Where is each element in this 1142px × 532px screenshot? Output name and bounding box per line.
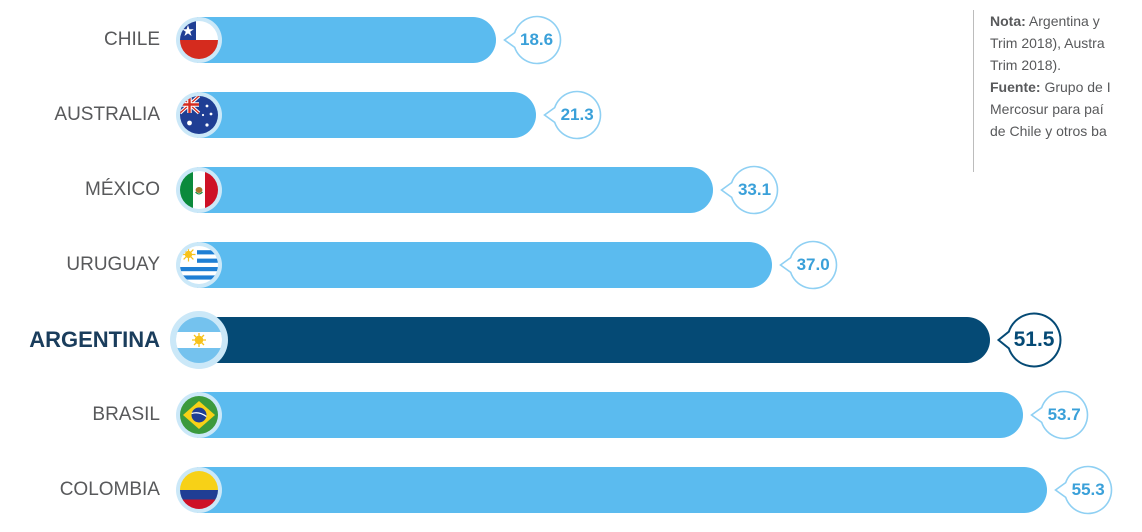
value-bubble: 33.1 bbox=[720, 165, 779, 215]
category-label: MÉXICO bbox=[85, 179, 160, 200]
argentina-flag-icon bbox=[170, 311, 228, 369]
nota-text-line-1: Argentina y bbox=[1028, 13, 1100, 29]
fuente-text-line-3: de Chile y otros ba bbox=[990, 123, 1107, 139]
value-bubble: 51.5 bbox=[996, 312, 1062, 368]
bar-row: COLOMBIA 55.3 bbox=[0, 465, 1142, 515]
bar-row: BRASIL 53.7 bbox=[0, 390, 1142, 440]
value-label: 51.5 bbox=[1013, 328, 1055, 351]
value-bubble-shape bbox=[996, 312, 1062, 368]
category-label: AUSTRALIA bbox=[54, 104, 160, 125]
bar bbox=[197, 242, 773, 288]
bar bbox=[197, 467, 1048, 513]
bar-row: ARGENTINA 51.5 bbox=[0, 311, 1142, 369]
australia-flag-icon bbox=[176, 92, 222, 138]
value-bubble: 37.0 bbox=[779, 240, 838, 290]
category-label: ARGENTINA bbox=[29, 327, 160, 352]
nota-label: Nota: bbox=[990, 13, 1026, 29]
value-label: 21.3 bbox=[560, 105, 594, 124]
colombia-flag-icon bbox=[176, 467, 222, 513]
mexico-flag-icon bbox=[176, 167, 222, 213]
bar-row: CHILE 18.6 bbox=[0, 15, 1142, 65]
fuente-label: Fuente: bbox=[990, 79, 1041, 95]
value-bubble-shape bbox=[779, 240, 838, 290]
value-bubble-shape bbox=[502, 15, 561, 65]
fuente-text-line-2: Mercosur para paí bbox=[990, 101, 1104, 117]
category-label: URUGUAY bbox=[66, 254, 160, 275]
bar bbox=[197, 392, 1024, 438]
fuente-text-line-1: Grupo de I bbox=[1044, 79, 1111, 95]
note-panel: Nota: Argentina y Trim 2018), Austra Tri… bbox=[973, 10, 1142, 172]
chile-flag-icon bbox=[176, 17, 222, 63]
value-bubble: 53.7 bbox=[1030, 390, 1089, 440]
bar-row: MÉXICO 33.1 bbox=[0, 165, 1142, 215]
category-label: CHILE bbox=[104, 29, 160, 50]
value-bubble-shape bbox=[720, 165, 779, 215]
value-bubble-shape bbox=[1054, 465, 1113, 515]
bar-row: AUSTRALIA 21.3 bbox=[0, 90, 1142, 140]
value-label: 53.7 bbox=[1047, 405, 1081, 424]
value-label: 55.3 bbox=[1071, 480, 1105, 499]
bar bbox=[197, 17, 496, 63]
value-bubble-shape bbox=[543, 90, 602, 140]
bar bbox=[197, 92, 537, 138]
value-label: 33.1 bbox=[737, 180, 772, 199]
category-label: BRASIL bbox=[92, 404, 160, 425]
bar bbox=[197, 167, 714, 213]
nota-text-line-2: Trim 2018), Austra bbox=[990, 35, 1105, 51]
bar bbox=[197, 317, 991, 363]
category-label: COLOMBIA bbox=[59, 479, 160, 500]
bar-row: URUGUAY 37.0 bbox=[0, 240, 1142, 290]
uruguay-flag-icon bbox=[176, 242, 222, 288]
nota-text-line-3: Trim 2018). bbox=[990, 57, 1062, 73]
value-bubble: 55.3 bbox=[1054, 465, 1113, 515]
value-bubble-shape bbox=[1030, 390, 1089, 440]
brazil-flag-icon bbox=[176, 392, 222, 438]
value-bubble: 21.3 bbox=[543, 90, 602, 140]
value-label: 18.6 bbox=[520, 30, 554, 49]
value-bubble: 18.6 bbox=[502, 15, 562, 65]
value-label: 37.0 bbox=[796, 255, 830, 274]
